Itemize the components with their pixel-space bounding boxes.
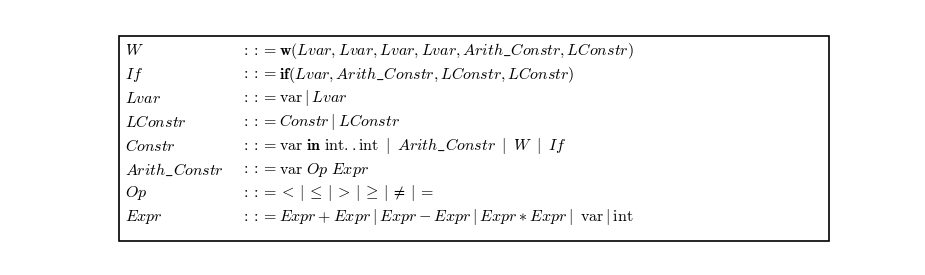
Text: $::=$: $::=$ bbox=[241, 68, 278, 81]
Text: $::=$: $::=$ bbox=[241, 44, 278, 58]
Text: $::=$: $::=$ bbox=[241, 116, 278, 129]
Text: $If$: $If$ bbox=[125, 66, 142, 84]
Text: $::=$: $::=$ bbox=[241, 210, 278, 224]
Text: $W$: $W$ bbox=[125, 43, 143, 59]
Text: $::=$: $::=$ bbox=[241, 92, 278, 105]
Text: $\mathrm{var}\ \mathbf{in}\ \mathrm{int..int}\ \mid\ Arith\_Constr\ \mid\ W\ \mi: $\mathrm{var}\ \mathbf{in}\ \mathrm{int.… bbox=[279, 136, 566, 156]
Text: $Constr$: $Constr$ bbox=[125, 138, 176, 154]
Text: $\mathrm{var}\ Op\ Expr$: $\mathrm{var}\ Op\ Expr$ bbox=[279, 161, 369, 178]
Text: $::=$: $::=$ bbox=[241, 139, 278, 153]
Text: $Constr \mid LConstr$: $Constr \mid LConstr$ bbox=[279, 112, 400, 132]
Text: $Expr + Expr \mid Expr - Expr \mid Expr * Expr \mid\ \mathrm{var} \mid \mathrm{i: $Expr + Expr \mid Expr - Expr \mid Expr … bbox=[279, 207, 634, 227]
Text: $Op$: $Op$ bbox=[125, 184, 147, 202]
Text: $\mathbf{if}$$(Lvar, Arith\_Constr, LConstr, LConstr)$: $\mathbf{if}$$(Lvar, Arith\_Constr, LCon… bbox=[279, 65, 574, 85]
Text: $< \mid {\leq} \mid > \mid {\geq} \mid {\neq} \mid =$: $< \mid {\leq} \mid > \mid {\geq} \mid {… bbox=[279, 183, 434, 203]
Text: $Expr$: $Expr$ bbox=[125, 208, 163, 226]
FancyBboxPatch shape bbox=[119, 36, 829, 241]
Text: $\mathrm{var} \mid Lvar$: $\mathrm{var} \mid Lvar$ bbox=[279, 89, 348, 108]
Text: $Lvar$: $Lvar$ bbox=[125, 91, 161, 106]
Text: $LConstr$: $LConstr$ bbox=[125, 114, 187, 130]
Text: $Arith\_Constr$: $Arith\_Constr$ bbox=[125, 161, 224, 178]
Text: $::=$: $::=$ bbox=[241, 163, 278, 176]
Text: $::=$: $::=$ bbox=[241, 187, 278, 200]
Text: $\mathbf{w}$$(Lvar, Lvar, Lvar, Lvar, Arith\_Constr, LConstr)$: $\mathbf{w}$$(Lvar, Lvar, Lvar, Lvar, Ar… bbox=[279, 41, 634, 61]
